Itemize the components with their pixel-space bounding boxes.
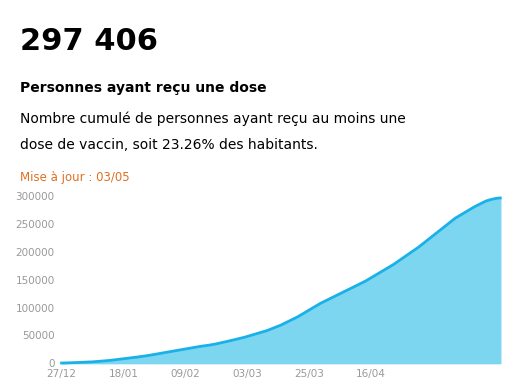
Text: Personnes ayant reçu une dose: Personnes ayant reçu une dose	[20, 81, 267, 94]
Text: 297 406: 297 406	[20, 27, 158, 56]
Text: Nombre cumulé de personnes ayant reçu au moins une: Nombre cumulé de personnes ayant reçu au…	[20, 111, 406, 126]
Text: Mise à jour : 03/05: Mise à jour : 03/05	[20, 171, 130, 184]
Text: dose de vaccin, soit 23.26% des habitants.: dose de vaccin, soit 23.26% des habitant…	[20, 138, 318, 152]
